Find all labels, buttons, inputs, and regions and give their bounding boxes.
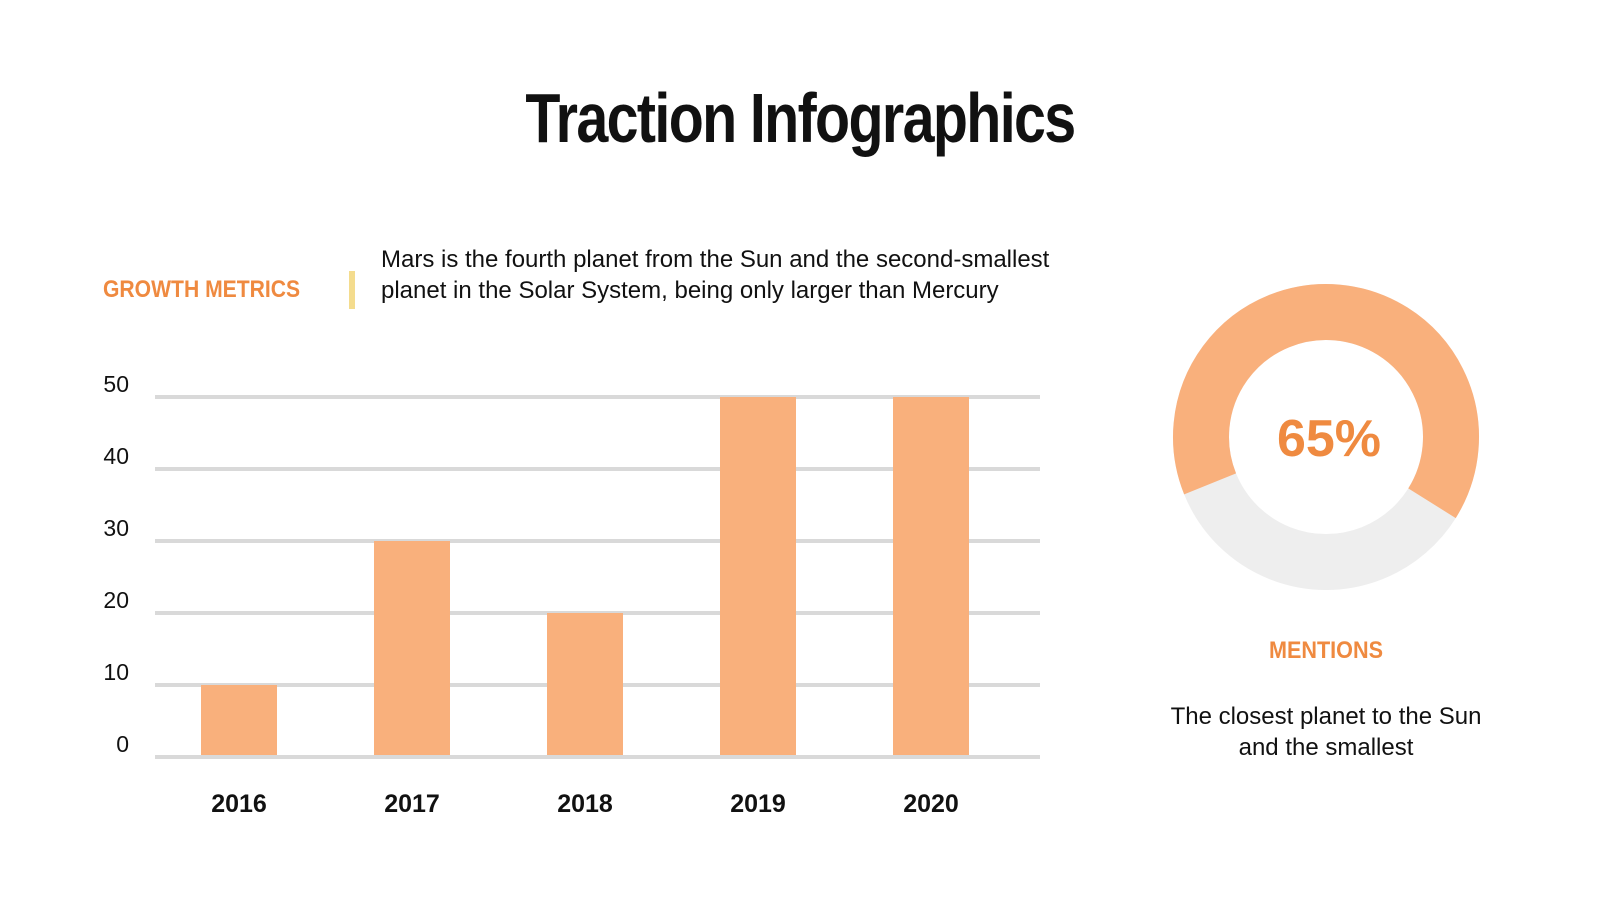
- bar: [893, 397, 969, 755]
- y-tick-label: 0: [116, 731, 129, 757]
- y-tick-label: 50: [103, 371, 129, 397]
- description-text: Mars is the fourth planet from the Sun a…: [381, 246, 1050, 304]
- mentions-description: The closest planet to the Sun and the sm…: [1170, 703, 1482, 761]
- x-tick-label: 2016: [211, 790, 267, 818]
- bar: [374, 541, 450, 755]
- mentions-label: MENTIONS: [1268, 637, 1383, 664]
- page-title: Traction Infographics: [525, 79, 1076, 157]
- donut-percent-label: 65%: [1277, 410, 1381, 468]
- growth-metrics-label: GROWTH METRICS: [103, 276, 301, 303]
- divider: [349, 271, 355, 309]
- y-tick-label: 30: [103, 515, 129, 541]
- x-tick-label: 2018: [557, 790, 613, 818]
- x-tick-label: 2017: [384, 790, 440, 818]
- bar: [201, 685, 277, 755]
- x-tick-label: 2020: [903, 790, 959, 818]
- donut-value-arc: [1173, 284, 1479, 519]
- y-tick-label: 20: [103, 587, 129, 613]
- bar: [547, 613, 623, 755]
- y-tick-label: 40: [103, 443, 129, 469]
- bar: [720, 397, 796, 755]
- y-tick-label: 10: [103, 659, 129, 685]
- x-tick-label: 2019: [730, 790, 786, 818]
